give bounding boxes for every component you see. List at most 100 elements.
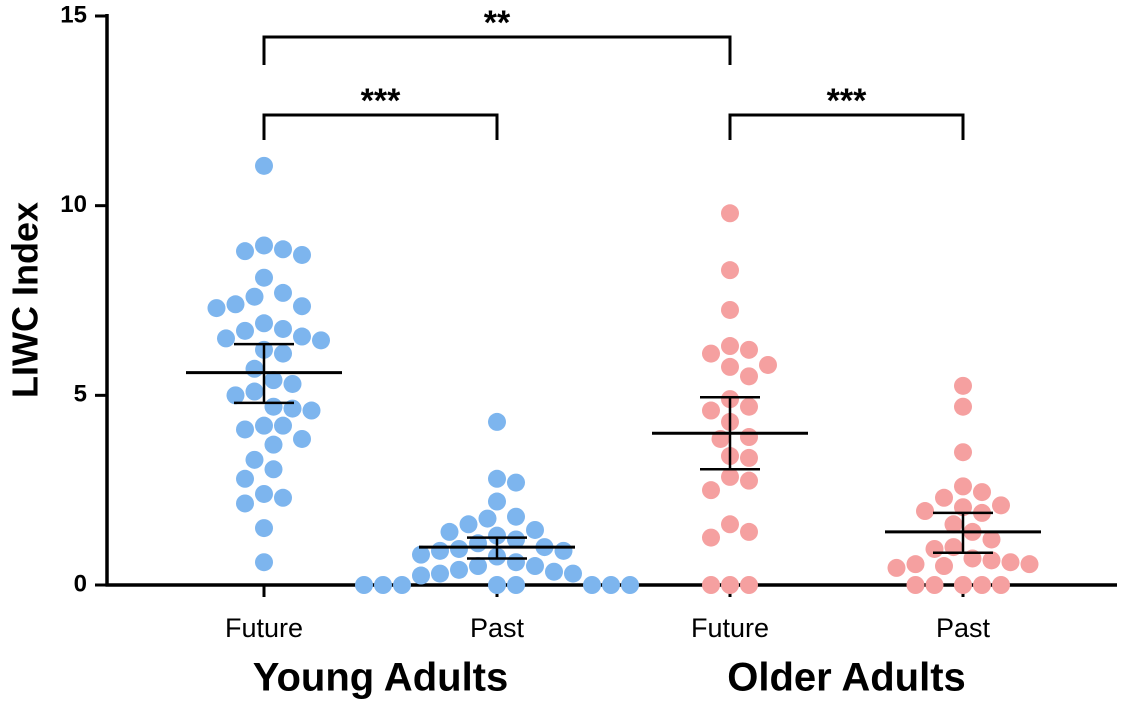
data-point bbox=[507, 553, 525, 572]
y-tick-label: 0 bbox=[74, 570, 87, 597]
data-point bbox=[255, 156, 273, 175]
data-point bbox=[488, 576, 506, 594]
data-point bbox=[236, 321, 254, 340]
data-point bbox=[526, 557, 544, 576]
data-point bbox=[255, 484, 273, 503]
data-point bbox=[954, 576, 972, 594]
data-point bbox=[507, 576, 525, 594]
data-point bbox=[702, 401, 720, 420]
data-point bbox=[431, 564, 449, 583]
data-point bbox=[1020, 555, 1039, 574]
data-point bbox=[721, 261, 739, 280]
data-point bbox=[274, 240, 292, 259]
significance-bracket bbox=[728, 113, 965, 140]
data-point bbox=[312, 331, 330, 350]
data-point bbox=[431, 541, 449, 560]
data-point bbox=[226, 295, 245, 314]
data-point bbox=[374, 576, 392, 594]
data-point bbox=[264, 397, 283, 416]
data-point bbox=[992, 576, 1010, 594]
data-point bbox=[302, 401, 321, 420]
data-point bbox=[954, 443, 972, 462]
data-point bbox=[264, 371, 283, 390]
data-point bbox=[393, 576, 411, 594]
data-point bbox=[564, 564, 582, 583]
data-point bbox=[255, 519, 273, 538]
data-point bbox=[740, 471, 758, 490]
data-point bbox=[944, 515, 963, 534]
data-point bbox=[526, 520, 544, 539]
data-point bbox=[412, 566, 430, 585]
data-point bbox=[954, 477, 972, 496]
data-point bbox=[759, 355, 777, 374]
data-point bbox=[935, 488, 953, 507]
data-point bbox=[274, 416, 292, 435]
data-point bbox=[702, 528, 720, 547]
data-point bbox=[236, 494, 254, 513]
data-point bbox=[226, 386, 245, 405]
data-point bbox=[973, 483, 991, 502]
data-point bbox=[274, 283, 292, 302]
significance-label: *** bbox=[361, 82, 401, 120]
data-point bbox=[702, 481, 720, 500]
data-point bbox=[740, 576, 758, 594]
data-point bbox=[274, 344, 292, 363]
data-point bbox=[507, 507, 525, 526]
data-point bbox=[721, 300, 739, 319]
data-point bbox=[469, 557, 487, 576]
data-point bbox=[236, 469, 254, 488]
x-tick-label: Future bbox=[691, 613, 769, 643]
data-point bbox=[906, 576, 925, 594]
data-point bbox=[245, 450, 264, 469]
data-point bbox=[973, 576, 991, 594]
data-point bbox=[887, 558, 906, 577]
data-point bbox=[274, 488, 292, 507]
data-point bbox=[954, 397, 972, 416]
data-point bbox=[740, 397, 758, 416]
data-point bbox=[488, 492, 506, 511]
data-point bbox=[255, 236, 273, 255]
data-point bbox=[478, 509, 497, 528]
data-point bbox=[245, 287, 264, 306]
data-point bbox=[488, 526, 506, 545]
data-point bbox=[702, 576, 720, 594]
data-point bbox=[217, 329, 235, 348]
data-point bbox=[507, 473, 525, 492]
data-point bbox=[507, 530, 525, 549]
group-label: Young Adults bbox=[253, 656, 509, 700]
data-point bbox=[545, 562, 563, 581]
data-point bbox=[702, 344, 720, 363]
data-point bbox=[721, 467, 739, 486]
data-point bbox=[982, 551, 1001, 570]
data-point bbox=[207, 299, 226, 318]
data-point bbox=[721, 576, 739, 594]
data-point bbox=[935, 557, 953, 576]
data-point bbox=[264, 460, 283, 479]
group-label: Older Adults bbox=[727, 656, 966, 700]
x-tick-label: Future bbox=[225, 613, 303, 643]
y-axis-label: LIWC Index bbox=[5, 202, 46, 398]
data-point bbox=[982, 530, 1001, 549]
data-point bbox=[450, 539, 468, 558]
data-point bbox=[355, 576, 373, 594]
x-tick-label: Past bbox=[936, 613, 991, 643]
data-point bbox=[740, 367, 758, 386]
data-point bbox=[740, 522, 758, 541]
data-point bbox=[412, 545, 430, 564]
significance-bracket bbox=[262, 35, 732, 65]
data-point bbox=[721, 515, 739, 534]
x-tick-label: Past bbox=[470, 613, 525, 643]
data-point bbox=[925, 576, 944, 594]
data-point bbox=[236, 420, 254, 439]
data-point bbox=[621, 576, 639, 594]
y-tick-label: 15 bbox=[60, 1, 87, 28]
data-point bbox=[236, 242, 254, 261]
data-point bbox=[740, 448, 758, 467]
data-point bbox=[293, 429, 311, 448]
data-point bbox=[721, 204, 739, 223]
data-point bbox=[255, 268, 273, 287]
data-point bbox=[740, 428, 758, 447]
significance-label: *** bbox=[827, 82, 867, 120]
data-point bbox=[459, 515, 478, 534]
